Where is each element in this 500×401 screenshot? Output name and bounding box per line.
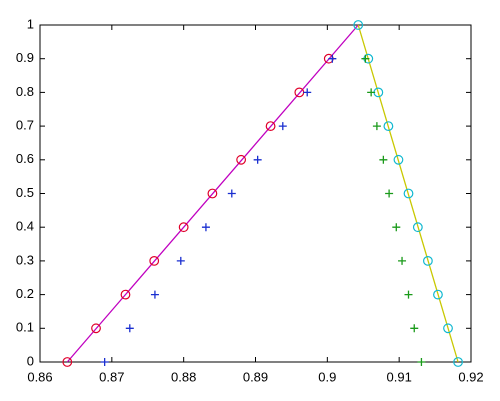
marker xyxy=(433,289,443,300)
marker xyxy=(149,256,160,266)
marker xyxy=(125,324,134,333)
marker xyxy=(398,256,407,265)
marker xyxy=(367,88,376,97)
marker xyxy=(253,155,262,164)
marker xyxy=(91,323,101,334)
marker xyxy=(417,358,426,366)
x-tick-label: 0.9 xyxy=(318,369,336,384)
marker xyxy=(423,256,433,266)
x-tick-label: 0.87 xyxy=(99,369,124,384)
marker xyxy=(383,121,394,131)
marker xyxy=(410,324,419,333)
marker xyxy=(453,357,463,367)
y-tick-label: 0.3 xyxy=(16,252,34,267)
y-tick-label: 0.8 xyxy=(16,84,34,99)
marker xyxy=(201,223,210,232)
marker xyxy=(120,289,131,300)
y-tick-label: 0.6 xyxy=(16,151,34,166)
marker xyxy=(207,188,218,199)
marker xyxy=(236,154,247,165)
marker xyxy=(227,189,236,198)
marker xyxy=(353,20,364,30)
y-tick-label: 0 xyxy=(27,353,34,368)
marker xyxy=(372,122,381,131)
marker xyxy=(265,121,276,131)
plot-box xyxy=(39,24,472,363)
y-tick-label: 0.7 xyxy=(16,118,34,133)
marker xyxy=(176,256,185,265)
y-tick-label: 0.5 xyxy=(16,185,34,200)
marker xyxy=(278,122,287,131)
marker xyxy=(100,358,109,366)
marker xyxy=(392,223,401,232)
marker xyxy=(150,290,159,299)
marker xyxy=(393,154,404,165)
x-tick-label: 0.92 xyxy=(458,369,483,384)
line xyxy=(357,24,459,363)
marker xyxy=(62,357,73,367)
y-tick-label: 0.2 xyxy=(16,286,34,301)
marker xyxy=(443,323,453,334)
marker xyxy=(412,222,423,233)
marker xyxy=(404,290,413,299)
x-tick-label: 0.91 xyxy=(387,369,412,384)
marker xyxy=(328,54,337,63)
marker xyxy=(403,188,414,199)
y-tick-label: 1 xyxy=(27,16,34,31)
marker xyxy=(379,155,388,164)
line xyxy=(66,24,359,363)
y-tick-label: 0.1 xyxy=(16,320,34,335)
x-tick-label: 0.86 xyxy=(27,369,52,384)
x-tick-label: 0.89 xyxy=(243,369,268,384)
marker xyxy=(178,222,189,233)
y-tick-label: 0.9 xyxy=(16,50,34,65)
marker xyxy=(385,189,394,198)
marker xyxy=(303,88,312,97)
y-tick-label: 0.4 xyxy=(16,219,34,234)
marker xyxy=(361,54,370,63)
x-tick-label: 0.88 xyxy=(171,369,196,384)
